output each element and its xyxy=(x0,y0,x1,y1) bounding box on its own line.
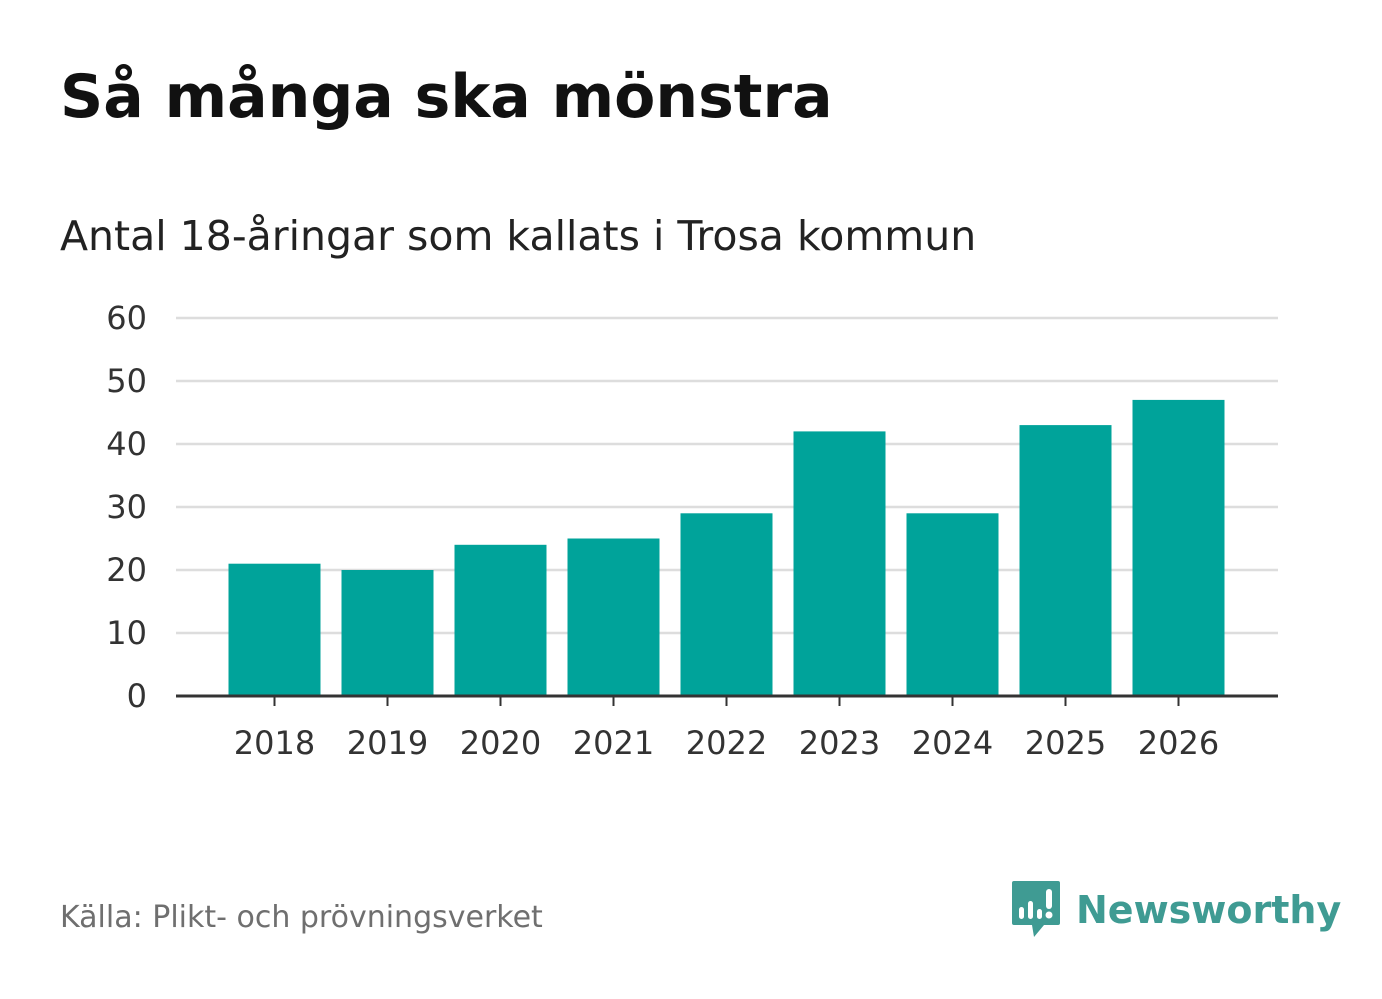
x-tick-label: 2024 xyxy=(912,724,993,762)
bar-2020[interactable] xyxy=(454,544,547,696)
y-axis-ticks: 0 10 20 30 40 50 60 xyxy=(106,299,147,715)
y-tick-label: 20 xyxy=(106,551,147,589)
x-tick-label: 2021 xyxy=(573,724,654,762)
bar-2018[interactable] xyxy=(228,563,321,696)
newsworthy-logo-icon xyxy=(1012,881,1060,937)
bars xyxy=(228,399,1225,697)
x-tick-label: 2026 xyxy=(1138,724,1219,762)
bar-2023[interactable] xyxy=(793,431,886,696)
bar-2025[interactable] xyxy=(1019,425,1112,696)
y-tick-label: 30 xyxy=(106,488,147,526)
y-tick-label: 10 xyxy=(106,614,147,652)
brand-name: Newsworthy xyxy=(1076,888,1342,932)
chart-subtitle: Antal 18-åringar som kallats i Trosa kom… xyxy=(60,212,977,260)
y-tick-label: 50 xyxy=(106,362,147,400)
x-tick-label: 2019 xyxy=(347,724,428,762)
bar-2022[interactable] xyxy=(680,513,773,696)
x-tick-label: 2023 xyxy=(799,724,880,762)
source-note: Källa: Plikt- och prövningsverket xyxy=(60,900,543,935)
bar-2026[interactable] xyxy=(1132,399,1225,696)
y-tick-label: 60 xyxy=(106,299,147,337)
y-tick-label: 40 xyxy=(106,425,147,463)
brand-logo[interactable]: Newsworthy xyxy=(1010,878,1341,942)
y-tick-label: 0 xyxy=(127,677,147,715)
bar-2019[interactable] xyxy=(341,570,434,696)
bar-2024[interactable] xyxy=(906,513,999,696)
x-tick-label: 2025 xyxy=(1025,724,1106,762)
x-axis-ticks: 2018 2019 2020 2021 2022 2023 2024 2025 2026 xyxy=(234,696,1219,762)
x-tick-label: 2020 xyxy=(460,724,541,762)
x-tick-label: 2022 xyxy=(686,724,767,762)
chart-title: Så många ska mönstra xyxy=(60,62,833,132)
x-tick-label: 2018 xyxy=(234,724,315,762)
bar-2021[interactable] xyxy=(567,538,660,697)
